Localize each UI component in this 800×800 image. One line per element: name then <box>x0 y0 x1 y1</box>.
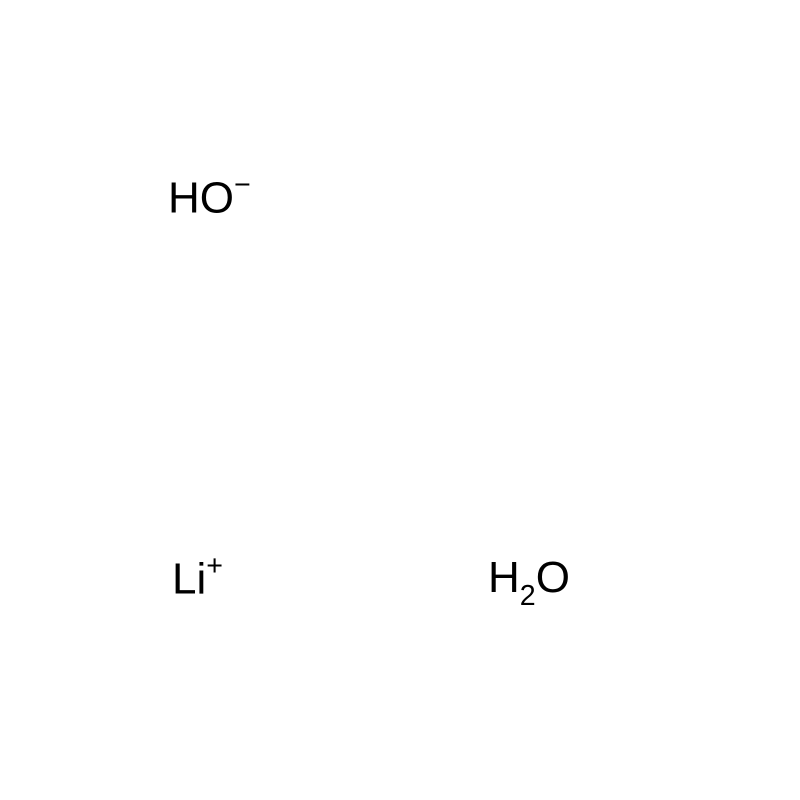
water-o: O <box>536 553 570 602</box>
hydroxide-charge: − <box>234 169 251 201</box>
water-subscript: 2 <box>520 580 536 612</box>
hydroxide-formula: HO− <box>168 172 251 224</box>
water-formula: H2O <box>488 553 570 610</box>
lithium-formula: Li+ <box>172 553 223 605</box>
lithium-label: Li <box>172 555 206 604</box>
lithium-charge: + <box>206 550 223 582</box>
water-h: H <box>488 553 520 602</box>
hydroxide-o: O <box>200 174 234 223</box>
hydroxide-h: H <box>168 174 200 223</box>
